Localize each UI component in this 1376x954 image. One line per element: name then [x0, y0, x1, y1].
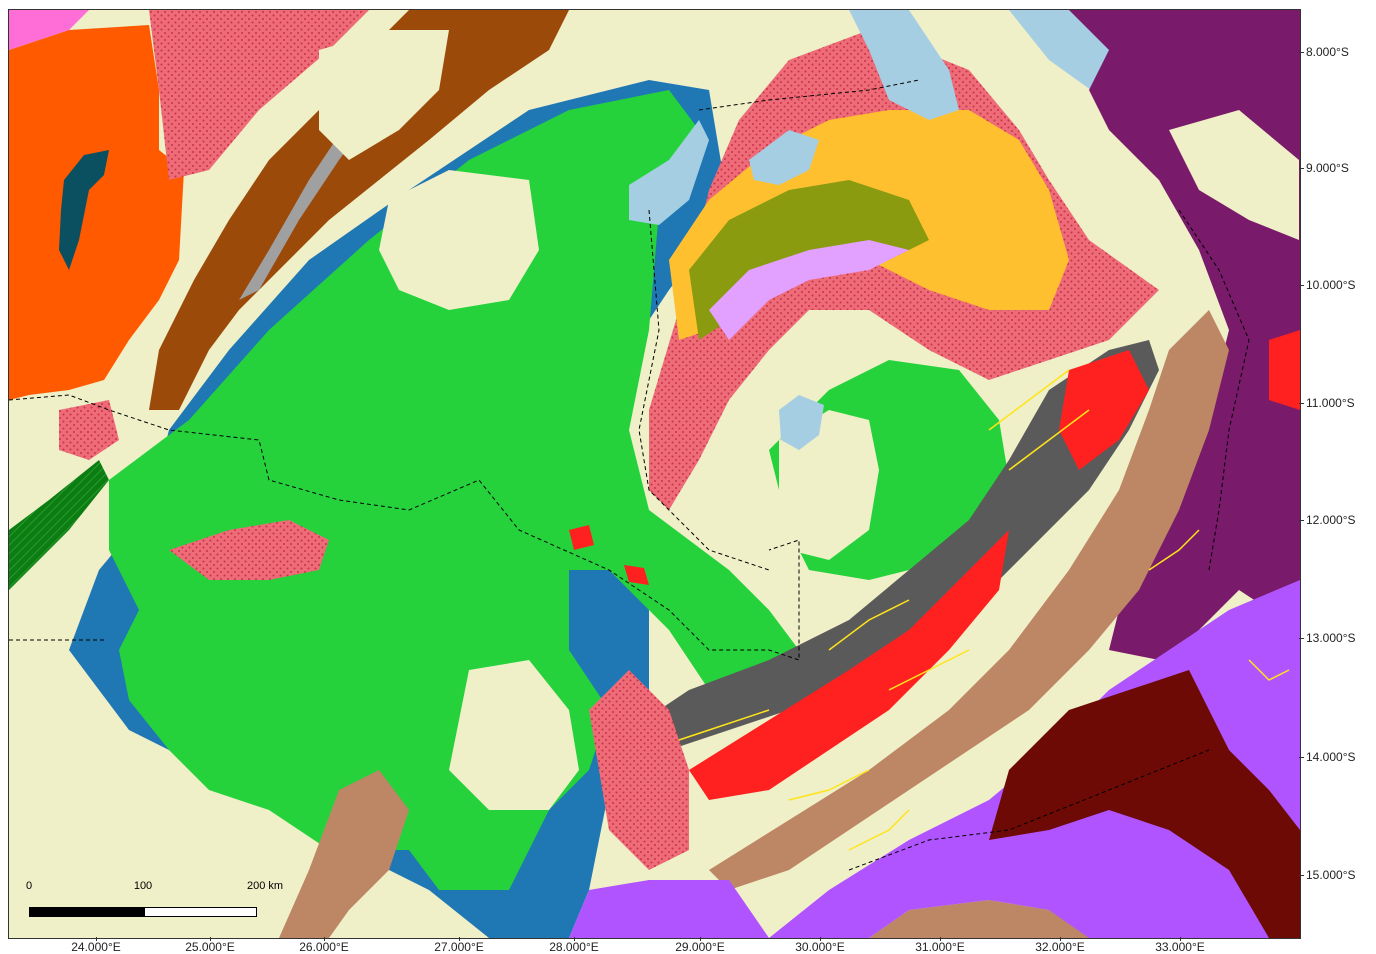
- lat-tick: [1299, 403, 1304, 404]
- lon-label-27: 27.000°E: [434, 940, 484, 954]
- lon-label-31: 31.000°E: [915, 940, 965, 954]
- lat-label-12: 12.000°S: [1306, 513, 1356, 527]
- boundary-lines: [9, 79, 1250, 871]
- unit-violet-south: [569, 880, 769, 938]
- lat-tick: [1299, 638, 1304, 639]
- unit-red-1: [689, 530, 1009, 800]
- lake-bangweulu: [779, 395, 824, 450]
- lat-label-15: 15.000°S: [1306, 868, 1356, 882]
- unit-pink-stipple-west: [59, 400, 119, 460]
- unit-beige-inlier-2: [319, 30, 449, 160]
- unit-red-4: [569, 525, 594, 550]
- lake-mweru-wantipa: [749, 130, 819, 185]
- lat-label-13: 13.000°S: [1306, 631, 1356, 645]
- lon-label-32: 32.000°E: [1035, 940, 1085, 954]
- lake-northwest: [59, 150, 109, 270]
- unit-tan-southwest: [279, 770, 409, 938]
- lon-tick: [1060, 937, 1061, 941]
- unit-dark-red-southeast: [989, 670, 1300, 938]
- unit-green-main: [109, 90, 799, 890]
- lat-label-8: 8.000°S: [1306, 45, 1349, 59]
- lon-label-30: 30.000°E: [795, 940, 845, 954]
- scale-label-100: 100: [133, 880, 153, 892]
- unit-violet-southeast: [769, 580, 1300, 938]
- lon-tick: [324, 937, 325, 941]
- lon-tick: [574, 937, 575, 941]
- unit-tan-south: [869, 900, 1099, 938]
- lon-tick: [96, 937, 97, 941]
- unit-tan-belt: [709, 310, 1229, 890]
- lon-tick: [940, 937, 941, 941]
- lat-tick: [1299, 757, 1304, 758]
- unit-beige-east-inlier: [779, 410, 879, 560]
- scale-bar-white-segment: [144, 907, 257, 917]
- unit-pink-stipple-south: [589, 670, 689, 870]
- lon-tick: [1180, 937, 1181, 941]
- unit-red-2: [1059, 350, 1149, 470]
- scale-bar: 0 100 200 km: [20, 880, 283, 920]
- lon-label-28: 28.000°E: [549, 940, 599, 954]
- unit-beige-inlier-1: [379, 170, 539, 310]
- scale-label-200: 200 km: [246, 880, 284, 892]
- lon-label-25: 25.000°E: [185, 940, 235, 954]
- lon-tick: [210, 937, 211, 941]
- lon-tick: [459, 937, 460, 941]
- lake-mweru: [629, 120, 709, 225]
- unit-beige-northeast-inlier: [1169, 110, 1299, 240]
- unit-beige-inlier-4: [449, 660, 579, 810]
- lat-tick: [1299, 520, 1304, 521]
- lake-tanganyika-south: [849, 10, 959, 120]
- lon-tick: [700, 937, 701, 941]
- unit-orange-northwest: [9, 25, 184, 400]
- unit-pink-stipple-north: [149, 10, 369, 180]
- lat-label-9: 9.000°S: [1306, 161, 1349, 175]
- scale-label-0: 0: [25, 880, 33, 892]
- lon-tick: [820, 937, 821, 941]
- unit-dark-gray-belt: [629, 340, 1159, 750]
- lat-label-10: 10.000°S: [1306, 278, 1356, 292]
- lat-tick: [1299, 52, 1304, 53]
- unit-brown-band: [149, 10, 569, 410]
- lon-label-26: 26.000°E: [299, 940, 349, 954]
- lat-tick: [1299, 285, 1304, 286]
- lat-tick: [1299, 875, 1304, 876]
- lat-tick: [1299, 168, 1304, 169]
- lon-label-29: 29.000°E: [675, 940, 725, 954]
- unit-magenta-corner: [9, 10, 89, 50]
- unit-red-5: [624, 565, 649, 585]
- unit-red-3: [1269, 330, 1300, 410]
- lat-label-14: 14.000°S: [1306, 750, 1356, 764]
- lon-label-24: 24.000°E: [71, 940, 121, 954]
- geological-map[interactable]: [8, 9, 1301, 939]
- lon-label-33: 33.000°E: [1155, 940, 1205, 954]
- scale-bar-black-segment: [29, 907, 146, 917]
- unit-dark-green-strip: [9, 460, 109, 590]
- unit-pink-stipple-southwest: [169, 520, 329, 580]
- lat-label-11: 11.000°S: [1306, 396, 1355, 410]
- unit-lilac: [709, 240, 909, 340]
